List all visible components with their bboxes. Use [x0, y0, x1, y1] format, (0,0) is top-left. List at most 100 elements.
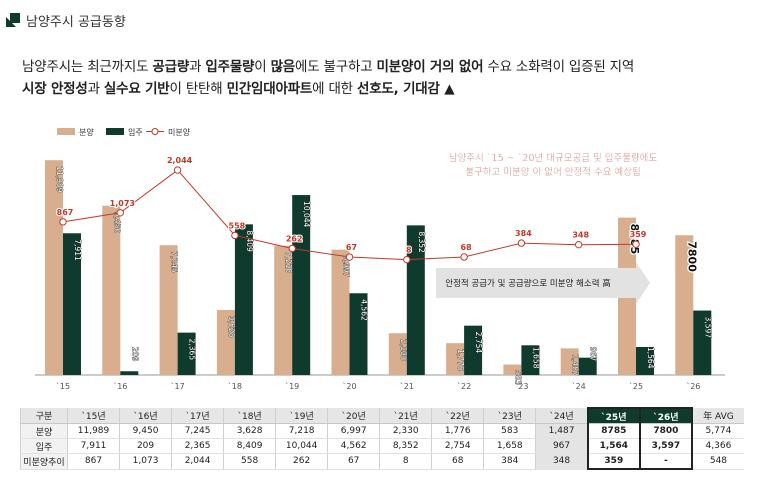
unsold-label: 2,044	[167, 156, 193, 165]
unsold-point	[632, 240, 640, 248]
headline: 남양주시는 최근까지도 공급량과 입주물량이 많음에도 불구하고 미분양이 거의…	[22, 56, 742, 100]
headline-segment: 남양주시는 최근까지도	[22, 59, 153, 75]
table-cell: 6,997	[327, 423, 380, 439]
table-cell: 967	[535, 438, 588, 454]
table-cell: 8,352	[379, 438, 432, 454]
supply-table: 구분 `15년 `16년 `17년 `18년 `19년 `20년 `21년 `22년 `23년 `2…	[20, 407, 744, 470]
annotation-top-line: 불구하고 미분양 이 없어 안정적 수요 예상됨	[465, 166, 640, 178]
bar-label-move: 4,562	[360, 299, 369, 321]
table-cell: 359	[586, 453, 641, 470]
table-cell: 2,754	[431, 438, 484, 454]
annotation-arrow-text: 안정적 공급가 및 공급량으로 미분양 해소력 高	[445, 278, 610, 289]
table-row-header: 입주	[20, 438, 68, 454]
annotation-top-line: 남양주시 `15 ~ `20년 대규모공급 및 입주물량에도	[449, 152, 658, 164]
table-cell: 3,628	[223, 423, 276, 439]
x-tick-label: `26	[686, 381, 700, 391]
table-header-cell: 구분	[20, 408, 68, 424]
table-cell: 7800	[638, 423, 693, 439]
headline-segment: 과	[189, 59, 206, 75]
x-tick-label: `19	[285, 381, 299, 391]
table-header-cell: `17년	[171, 408, 224, 424]
x-tick-label: `20	[342, 381, 356, 391]
table-header-cell: `18년	[223, 408, 276, 424]
table-cell: 68	[431, 453, 484, 470]
table-header-cell: `20년	[327, 408, 380, 424]
legend-label-supply: 분양	[79, 128, 94, 137]
bar-supply	[159, 245, 178, 375]
table-row: 입주 7,911 209 2,365 8,409 10,044 4,562 8,352 2,75…	[20, 438, 744, 454]
bar-label-supply: 7,218	[284, 252, 293, 274]
bar-move	[693, 310, 712, 375]
bar-label-supply: 1,487	[571, 354, 580, 376]
unsold-label: 262	[286, 234, 303, 243]
headline-segment: 실수요 기반	[103, 81, 170, 97]
bar-supply	[45, 160, 63, 375]
headline-segment: 이 탄탄해	[169, 81, 227, 97]
bar-label-move: 3,597	[703, 317, 712, 339]
table-header-cell: `25년	[586, 407, 641, 424]
table-cell: 558	[223, 453, 276, 470]
table-row: 미분양추이 867 1,073 2,044 558 262 67 8 68 384 348 359-5…	[20, 453, 744, 470]
legend-swatch-move	[106, 128, 124, 135]
table-cell: 1,776	[431, 423, 484, 439]
bar-move	[349, 293, 368, 375]
unsold-point	[173, 166, 182, 174]
unsold-point	[460, 253, 468, 261]
table-row: 분양 11,989 9,450 7,245 3,628 7,218 6,997 2,330 1,…	[20, 423, 744, 439]
unsold-label: 67	[346, 243, 357, 252]
x-tick-label: `23	[514, 381, 528, 391]
x-tick-label: `21	[400, 381, 414, 391]
table-cell: 9,450	[119, 423, 172, 439]
bar-move	[234, 224, 253, 375]
legend-marker-unsold	[151, 128, 159, 135]
unsold-label: 359	[630, 230, 647, 239]
table-header-cell: `16년	[119, 408, 172, 424]
headline-segment: 미분양이 거의 없어	[376, 59, 484, 75]
unsold-point	[288, 244, 296, 253]
bar-move	[464, 325, 483, 375]
table-cell: 5,774	[691, 423, 744, 439]
headline-segment: 민간임대아파트	[226, 81, 313, 97]
bar-label-move: 8,352	[417, 231, 426, 253]
x-tick-label: `17	[171, 381, 185, 391]
table-cell: 2,365	[171, 438, 224, 454]
bar-supply	[388, 333, 407, 375]
unsold-point	[231, 231, 239, 240]
bar-move	[120, 371, 139, 375]
unsold-label: 384	[515, 229, 532, 238]
bar-label-supply: 7,245	[170, 251, 179, 273]
table-cell: 1,487	[535, 423, 588, 439]
bar-label-move: 10,044	[302, 201, 311, 227]
bar-label-supply: 1,776	[456, 349, 465, 371]
legend-label-move: 입주	[128, 128, 143, 137]
table-header-row: 구분 `15년 `16년 `17년 `18년 `19년 `20년 `21년 `22년 `23년 `2…	[20, 407, 744, 424]
table-header-cell: `19년	[275, 408, 328, 424]
x-tick-label: `18	[228, 381, 242, 391]
table-cell: 4,366	[691, 438, 744, 454]
table-row-header: 미분양추이	[20, 453, 68, 470]
unsold-point	[403, 255, 411, 264]
page-header: 남양주시 공급동향	[6, 10, 126, 30]
table-cell: 8785	[586, 423, 641, 439]
bar-move	[636, 346, 654, 375]
table-cell: 7,911	[66, 438, 120, 454]
table-header-cell: `23년	[483, 408, 536, 424]
x-tick-label: `25	[629, 381, 643, 391]
bar-supply	[503, 364, 522, 375]
bar-supply	[446, 343, 465, 375]
bar-label-move: 209	[130, 347, 139, 362]
bar-move	[292, 195, 311, 375]
table-cell: 548	[691, 453, 744, 470]
annotation-arrow	[436, 262, 650, 304]
table-cell: 867	[66, 453, 120, 470]
table-cell: 10,044	[275, 438, 328, 454]
headline-segment: 에 대한	[312, 81, 357, 97]
bar-supply	[274, 245, 293, 375]
unsold-label: 68	[461, 243, 473, 252]
bar-label-supply: 6,997	[342, 256, 351, 278]
headline-segment: 이	[254, 59, 271, 75]
bar-supply	[216, 309, 235, 375]
bar-move	[63, 233, 81, 375]
bar-label-move: 2,365	[188, 339, 197, 361]
bar-label-supply: 3,628	[227, 316, 236, 338]
